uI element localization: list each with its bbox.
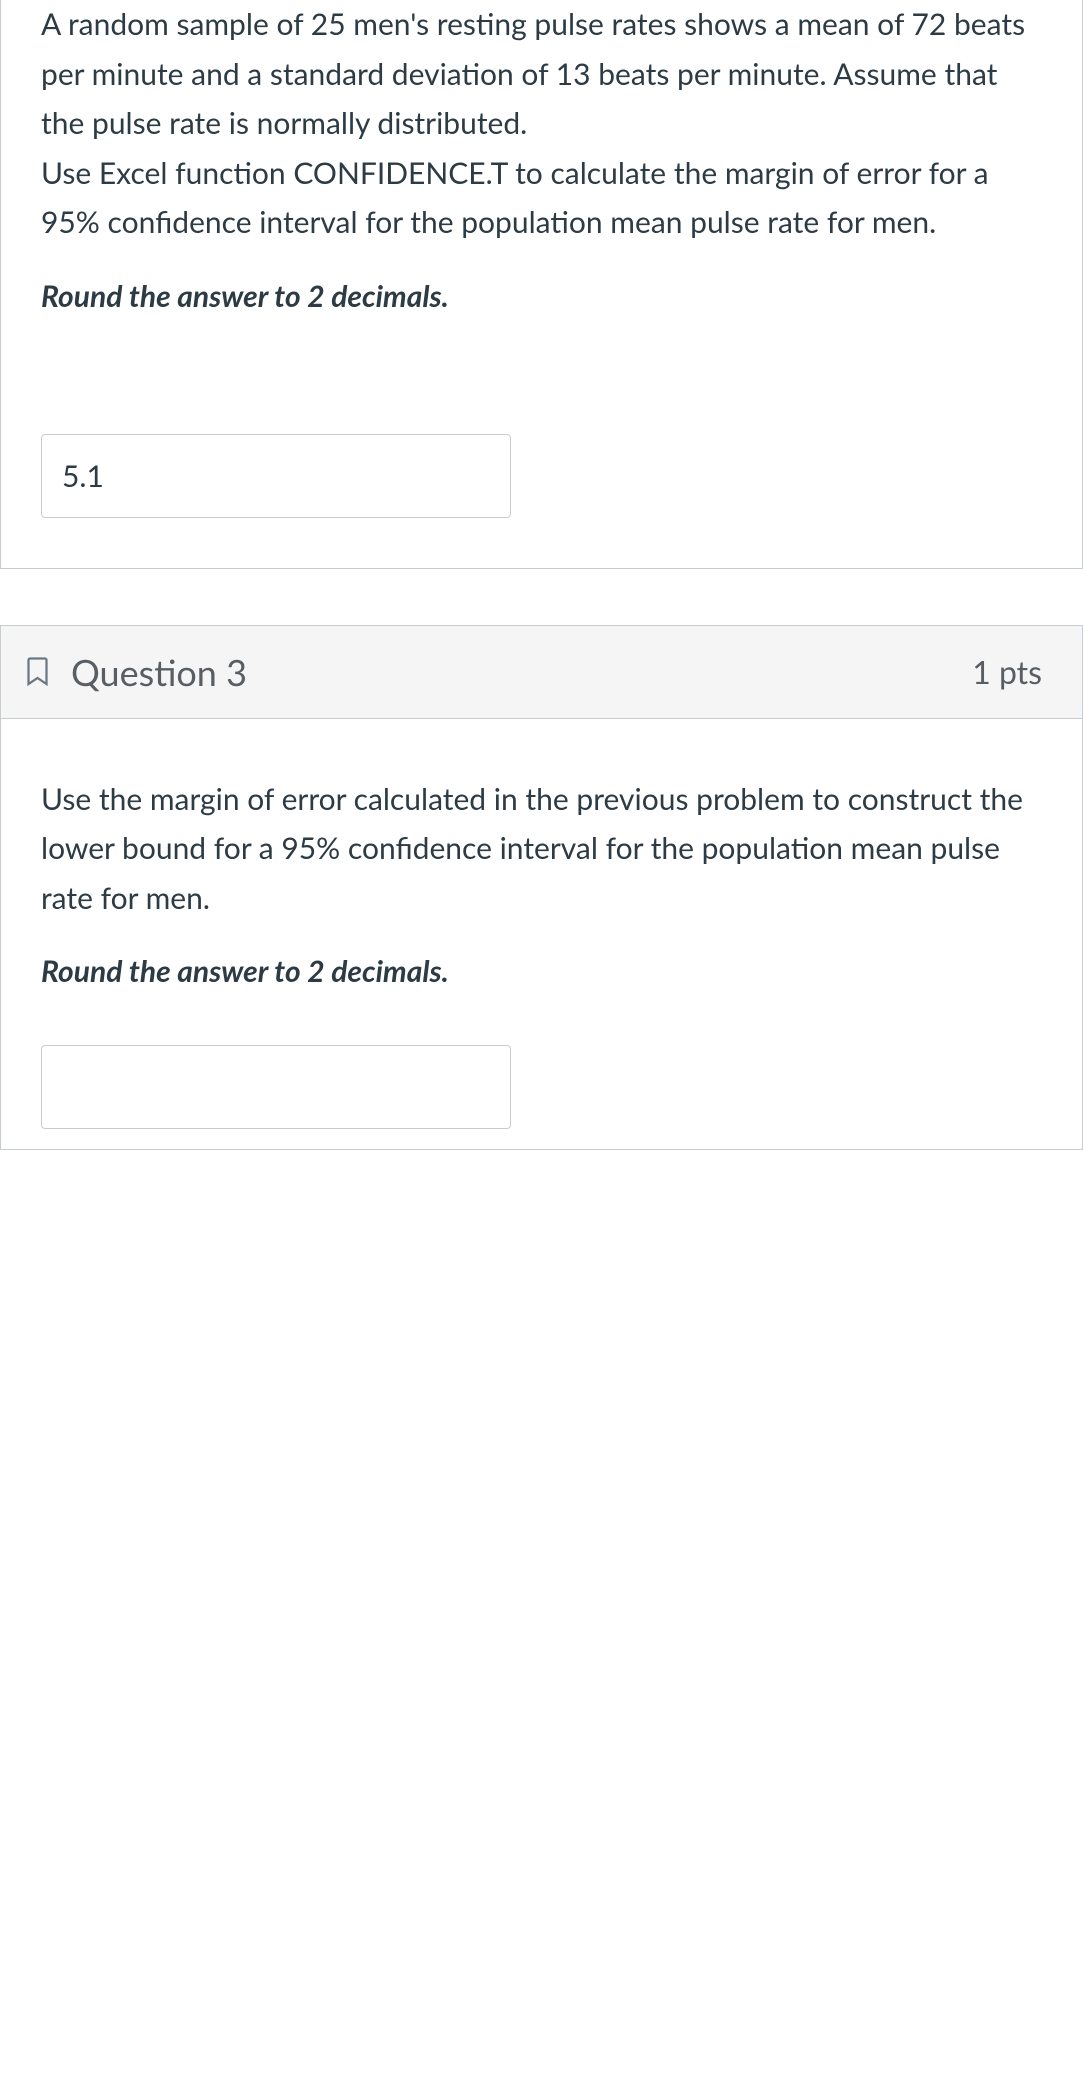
question-3-card: Question 3 1 pts Use the margin of error… — [0, 625, 1083, 1151]
q2-paragraph-2: Use Excel function CONFIDENCE.T to calcu… — [41, 149, 1042, 248]
q2-instruction: Round the answer to 2 decimals. — [41, 278, 1042, 314]
q3-paragraph: Use the margin of error calculated in th… — [41, 775, 1042, 924]
question-3-header-left: Question 3 — [21, 650, 247, 694]
question-3-header: Question 3 1 pts — [1, 626, 1082, 719]
question-3-title: Question 3 — [71, 650, 247, 694]
question-2-body: A random sample of 25 men's resting puls… — [1, 0, 1082, 568]
question-2-card: A random sample of 25 men's resting puls… — [0, 0, 1083, 569]
question-3-text: Use the margin of error calculated in th… — [41, 775, 1042, 924]
question-3-body: Use the margin of error calculated in th… — [1, 719, 1082, 1150]
question-3-points: 1 pts — [972, 652, 1042, 691]
q3-instruction: Round the answer to 2 decimals. — [41, 953, 1042, 989]
spacer — [0, 569, 1083, 625]
q2-paragraph-1: A random sample of 25 men's resting puls… — [41, 0, 1042, 149]
q2-answer-input[interactable] — [41, 434, 511, 518]
q3-answer-input[interactable] — [41, 1045, 511, 1129]
question-2-text: A random sample of 25 men's resting puls… — [41, 0, 1042, 248]
bookmark-icon[interactable] — [21, 654, 57, 690]
